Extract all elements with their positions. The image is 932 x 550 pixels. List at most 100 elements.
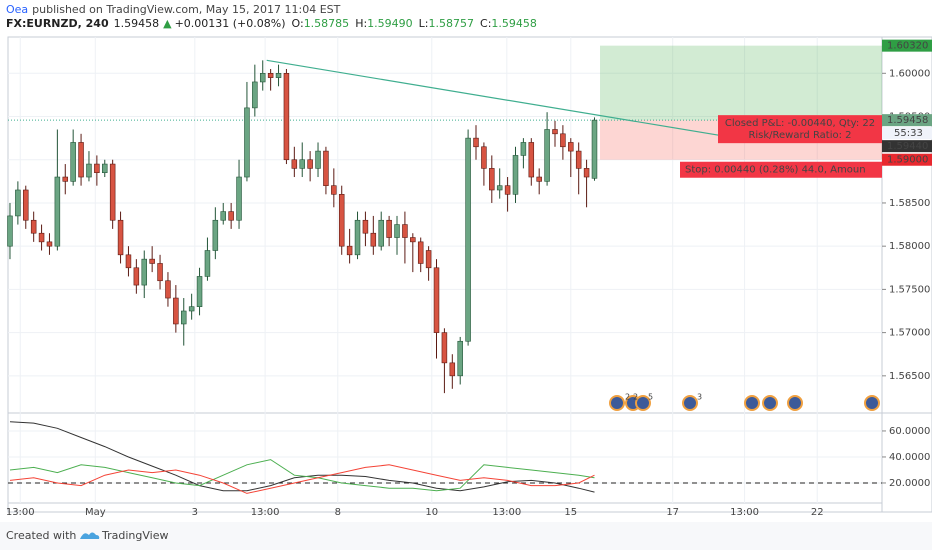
candle-body — [23, 189, 29, 221]
candle-body — [536, 176, 542, 182]
candle-body — [465, 137, 471, 342]
ohlc-label: O: — [292, 17, 304, 30]
ohlc-label: C: — [480, 17, 491, 30]
change: +0.00131 (+0.08%) — [175, 17, 286, 30]
ohlc-value: 1.58785 — [304, 17, 350, 30]
event-count: 2 — [633, 393, 638, 402]
candle-body — [568, 142, 574, 152]
x-tick-label: 17 — [666, 507, 679, 518]
candle-body — [283, 73, 290, 161]
candle-body — [38, 232, 45, 243]
symbol: FX:EURNZD, 240 — [6, 17, 109, 30]
candle-body — [173, 297, 179, 325]
ohlc-value: 1.58757 — [429, 17, 475, 30]
axis-tag — [882, 39, 932, 52]
candle-body — [504, 185, 511, 195]
axis-tag — [882, 114, 932, 127]
candle-body — [362, 219, 369, 234]
candle-body — [196, 276, 203, 307]
candle-body — [402, 224, 408, 238]
candle-body — [370, 232, 377, 247]
author[interactable]: Oea — [6, 3, 28, 16]
candle-body — [433, 267, 440, 333]
stop-label: Stop: 0.00440 (0.28%) 44.0, Amoun — [685, 165, 866, 176]
y-tick-label: 60.0000 — [889, 426, 930, 437]
event-icon — [682, 395, 698, 411]
candle-body — [481, 146, 487, 169]
y-tick-label: 1.56500 — [889, 371, 930, 382]
y-tick-label: 1.58500 — [889, 198, 930, 209]
ohlc-label: L: — [419, 17, 429, 30]
candle-body — [307, 159, 313, 169]
candle-body — [54, 176, 61, 247]
candle-body — [544, 129, 550, 182]
candle-body — [489, 168, 495, 191]
x-tick-label: 13:00 — [492, 507, 521, 518]
candle-body — [552, 129, 558, 135]
x-tick-label: 13:00 — [251, 507, 280, 518]
candle-body — [165, 280, 171, 299]
candle-body — [449, 362, 456, 377]
countdown: 55:33 — [894, 128, 923, 139]
indicator-line — [9, 459, 595, 492]
brand[interactable]: TradingView — [101, 529, 168, 542]
candle-body — [94, 163, 100, 174]
candle-body — [473, 137, 479, 148]
candle-body — [204, 250, 211, 277]
candle-body — [133, 267, 140, 286]
candle-body — [528, 142, 535, 178]
x-tick-label: 22 — [811, 507, 824, 518]
ohlc-value: 1.59458 — [491, 17, 537, 30]
candle-body — [496, 185, 503, 191]
ratio-label: Risk/Reward Ratio: 2 — [748, 130, 851, 141]
candle-body — [259, 73, 266, 83]
event-icon — [864, 395, 880, 411]
candle-body — [7, 215, 13, 247]
candle-body — [457, 340, 463, 377]
candle-body — [583, 168, 590, 178]
created-with: Created with — [6, 529, 76, 542]
arrow: ▲ — [163, 17, 172, 30]
published: published on TradingView.com, May 15, 20… — [32, 3, 340, 16]
axis-tag-label: 1.59440 — [887, 141, 928, 152]
candle-body — [125, 254, 132, 269]
x-tick-label: 15 — [564, 507, 577, 518]
candle-body — [560, 133, 566, 148]
footer-bar — [0, 522, 932, 550]
candle-body — [386, 219, 392, 238]
candle-body — [575, 150, 582, 169]
candle-body — [149, 258, 155, 264]
x-tick-label: 3 — [192, 507, 198, 518]
candle-body — [299, 159, 305, 169]
brand-logo — [80, 532, 100, 539]
y-tick-label: 1.57000 — [889, 328, 930, 339]
candle-body — [338, 194, 345, 247]
candle-body — [188, 306, 195, 312]
pane-border — [7, 36, 932, 513]
countdown-box — [882, 127, 932, 140]
ohlc-label: H: — [355, 17, 367, 30]
event-icon — [762, 395, 778, 411]
candle-body — [117, 219, 124, 256]
event-count: 2 — [625, 393, 630, 402]
event-icon — [787, 395, 803, 411]
candle-body — [512, 155, 519, 195]
event-icon — [744, 395, 760, 411]
axis-tag-label: 1.59458 — [887, 115, 928, 126]
candle-body — [441, 332, 448, 364]
pnl-label: Closed P&L: -0.00440, Qty: 22 — [725, 118, 875, 129]
x-tick-label: 10 — [425, 507, 438, 518]
candle-body — [220, 211, 226, 221]
last-price: 1.59458 — [114, 17, 160, 30]
candle-body — [267, 73, 274, 78]
candle-body — [394, 224, 400, 238]
candle-body — [70, 142, 76, 182]
candle-body — [346, 245, 353, 256]
candle-body — [30, 219, 37, 234]
stop-box — [680, 161, 882, 178]
candle-body — [323, 150, 329, 186]
publish-line: Oea published on TradingView.com, May 15,… — [6, 3, 341, 16]
candle-body — [228, 211, 234, 221]
y-tick-label: 1.60000 — [889, 68, 930, 79]
axis-tag-label: 1.60320 — [887, 41, 928, 52]
